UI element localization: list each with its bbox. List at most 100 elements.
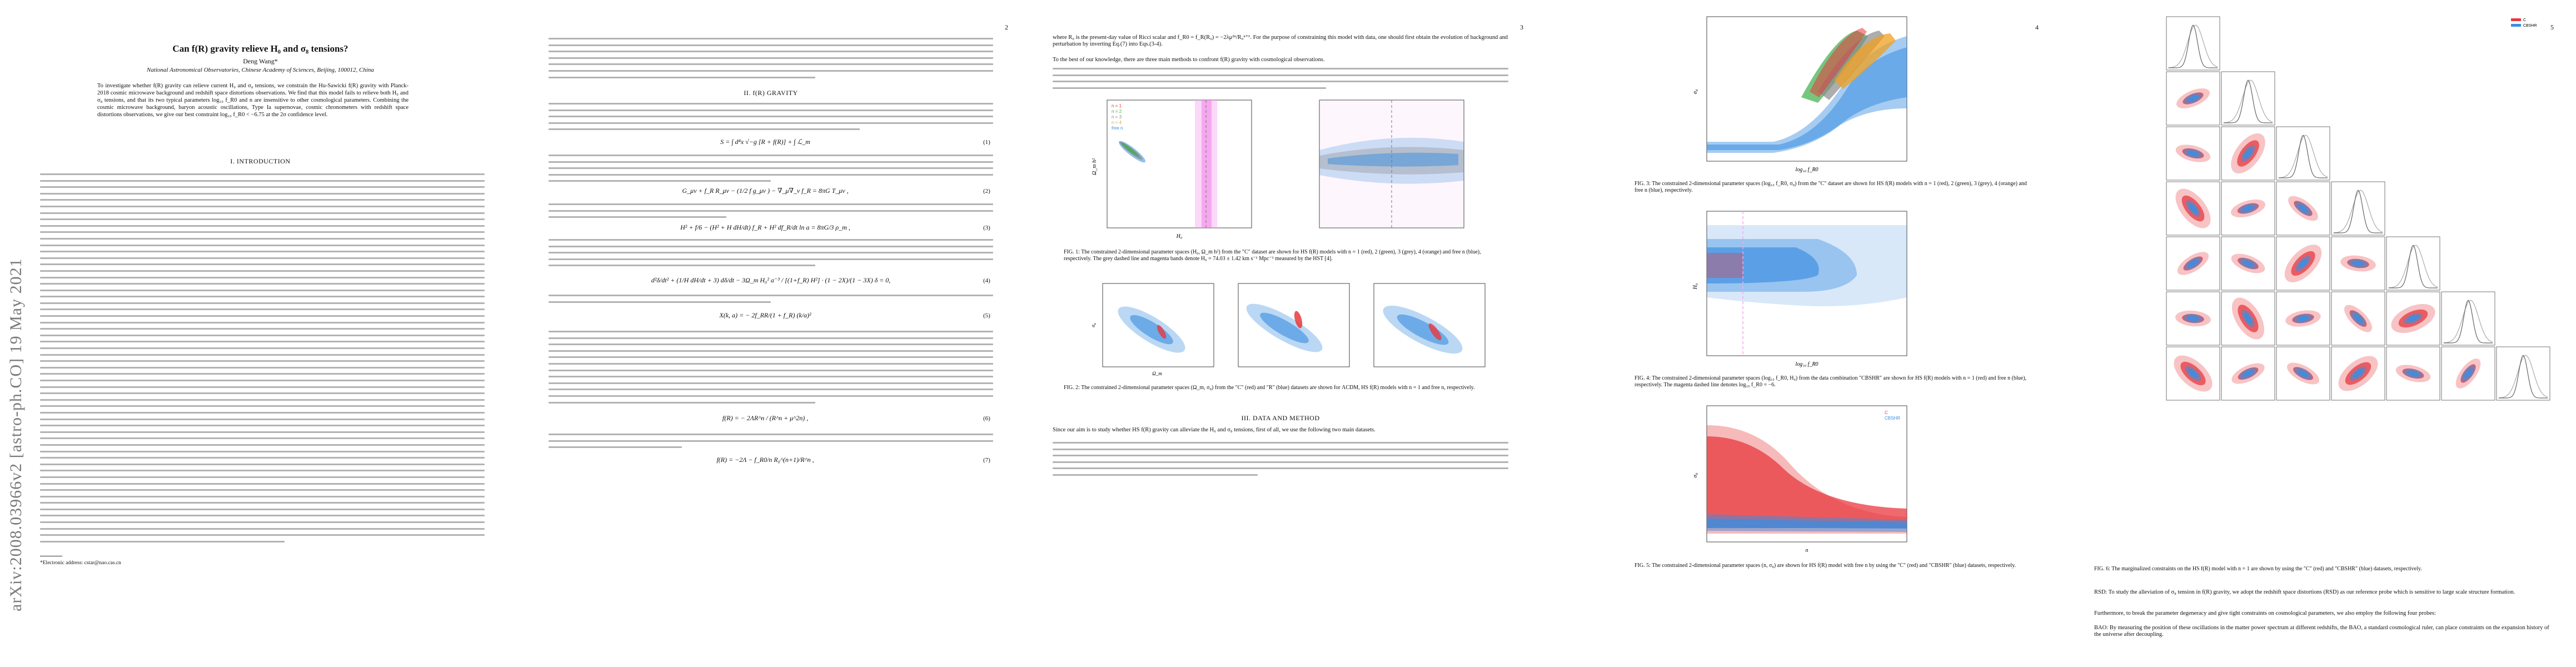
text-line <box>1053 442 1508 444</box>
legend-free-n: free n <box>1112 126 1123 131</box>
fig6-cell <box>2221 291 2275 346</box>
fig2-caption: FIG. 2: The constrained 2-dimensional pa… <box>1064 385 1475 391</box>
fig6-triangle-plot: C CBSHR <box>2166 16 2550 401</box>
page2-body-d <box>549 203 993 223</box>
text-line <box>40 212 485 214</box>
fig3-panel: log₁₀ f_R0 σ₈ <box>1692 16 1907 173</box>
text-line <box>549 350 993 352</box>
fig1-contours <box>1118 141 1146 163</box>
text-line <box>40 244 485 246</box>
page3-data-text: Since our aim is to study whether HS f(R… <box>1053 427 1376 433</box>
fig6-cell <box>2276 181 2330 236</box>
text-line <box>40 463 485 465</box>
text-line <box>40 470 485 472</box>
arxiv-stamp: arXiv:2008.03966v2 [astro-ph.CO] 19 May … <box>7 258 25 611</box>
text-line <box>549 395 993 397</box>
fig6-contour-cbshr-1sigma <box>2188 369 2198 379</box>
text-line <box>549 369 993 371</box>
fig5-caption: FIG. 5: The constrained 2-dimensional pa… <box>1635 563 2016 569</box>
text-line <box>40 425 485 427</box>
text-line <box>40 366 485 369</box>
text-line <box>549 301 771 303</box>
text-line <box>1053 448 1508 450</box>
equation-3-number: (3) <box>983 225 990 231</box>
text-line <box>40 180 485 182</box>
fig6-contour-cbshr-1sigma <box>2244 313 2252 324</box>
text-line <box>549 382 993 384</box>
text-line <box>40 437 485 440</box>
text-line <box>40 411 485 414</box>
fig6-caption: FIG. 6: The marginalized constraints on … <box>2094 566 2422 572</box>
fig6-marginal-cbshr <box>2389 245 2438 288</box>
fig6-legend-c: C <box>2523 18 2526 22</box>
text-line <box>40 444 485 446</box>
text-line <box>1053 461 1508 463</box>
text-line <box>40 276 485 278</box>
fig2-panel-n1 <box>1238 283 1350 367</box>
text-line <box>1053 87 1326 89</box>
equation-2: G_μν + f_R R_μν − (1/2 f g_μν ) − ∇_μ∇_ν… <box>682 187 849 195</box>
footnote: *Electronic address: cstar@nao.cas.cn <box>40 560 121 566</box>
fig6-contour-cbshr-1sigma <box>2242 260 2254 267</box>
text-line <box>40 431 485 433</box>
page5-rsd-text: RSD: To study the alleviation of σ₈ tens… <box>2094 589 2515 595</box>
fig6-cell <box>2331 181 2385 236</box>
text-line <box>40 231 485 233</box>
fig6-cell <box>2166 236 2220 291</box>
text-line <box>1053 467 1508 470</box>
page-number: 3 <box>1520 23 1523 31</box>
text-line <box>40 354 485 356</box>
fig5-ylabel: σ₈ <box>1692 472 1698 477</box>
text-line <box>40 302 485 304</box>
fig6-contour-cbshr-1sigma <box>2188 260 2199 267</box>
equation-4: d²δ/dt² + (1/H dH/dt + 3) dδ/dt − 3Ω_m H… <box>651 276 891 284</box>
page-5: 5 C CBSHR FIG. 6: The marginalized constr… <box>2061 0 2576 667</box>
text-line <box>549 344 993 346</box>
text-line <box>549 122 993 124</box>
text-line <box>549 362 993 365</box>
page-number: 4 <box>2035 23 2039 31</box>
text-line <box>40 392 485 395</box>
text-line <box>40 347 485 350</box>
text-line <box>549 210 993 212</box>
fig6-contour-cbshr-1sigma <box>2353 369 2364 378</box>
section-heading-data: III. DATA AND METHOD <box>1241 414 1320 422</box>
fig6-contour-cbshr-1sigma <box>2244 148 2253 159</box>
fig6-cell <box>2331 346 2385 401</box>
fig6-legend-cbshr: CBSHR <box>2523 24 2537 28</box>
paper-author: Deng Wang* <box>243 57 278 65</box>
fig6-cell <box>2166 181 2220 236</box>
text-line <box>549 51 993 53</box>
fig6-cell <box>2276 126 2330 181</box>
fig6-marginal-cbshr <box>2224 79 2273 123</box>
fig4-ylabel: H₀ <box>1692 283 1698 290</box>
equation-6: f(R) = − 2ΛR^n / (R^n + μ^2n) , <box>722 414 809 422</box>
text-line <box>549 440 993 442</box>
fig6-contour-cbshr-1sigma <box>2407 315 2419 322</box>
fig6-cell <box>2386 346 2440 401</box>
text-line <box>1053 74 1508 76</box>
fig6-cell <box>2221 126 2275 181</box>
legend-n1: n = 1 <box>1112 103 1122 108</box>
text-line <box>40 482 485 485</box>
text-line <box>40 308 485 311</box>
text-line <box>40 199 485 201</box>
equation-7-number: (7) <box>983 457 990 464</box>
text-line <box>1053 81 1508 83</box>
fig1-legend: n = 1 n = 2 n = 3 n = 4 free n <box>1112 103 1123 131</box>
fig6-contour-cbshr-1sigma <box>2298 370 2309 377</box>
text-line <box>40 296 485 298</box>
fig6-marginal-c <box>2498 355 2548 399</box>
text-line <box>40 360 485 362</box>
text-line <box>40 534 485 536</box>
text-line <box>549 57 993 59</box>
text-line <box>549 161 993 163</box>
fig6-cell <box>2496 346 2550 401</box>
fig6-cell <box>2276 346 2330 401</box>
text-line <box>40 263 485 266</box>
page3-body-a <box>1053 68 1508 93</box>
text-line <box>40 495 485 497</box>
contour-core <box>1328 152 1458 167</box>
fig6-cell <box>2221 71 2275 126</box>
text-line <box>40 380 485 381</box>
